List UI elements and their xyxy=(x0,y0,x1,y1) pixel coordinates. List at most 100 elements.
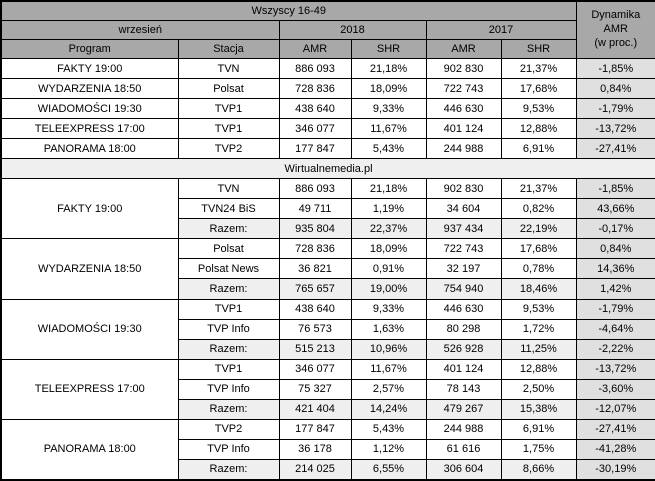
cell-shr-2017: 1,72% xyxy=(500,318,577,340)
header-year-2018: 2018 xyxy=(278,20,427,40)
cell-shr-2017: 0,82% xyxy=(500,198,577,220)
cell-amr-2017: 754 940 xyxy=(425,278,502,300)
cell-dynamika: -13,72% xyxy=(575,358,655,380)
cell-amr-2017: 526 928 xyxy=(425,338,502,360)
cell-amr-2018: 76 573 xyxy=(278,318,352,340)
cell-shr-2018: 18,09% xyxy=(350,78,427,100)
header-dynamika: Dynamika AMR (w proc.) xyxy=(575,0,655,59)
header-period: wrzesień xyxy=(0,20,280,40)
cell-shr-2017: 15,38% xyxy=(500,398,577,420)
cell-shr-2017: 0,78% xyxy=(500,258,577,280)
cell-station: Razem: xyxy=(177,338,280,360)
cell-amr-2018: 346 077 xyxy=(278,118,352,140)
source-row: Wirtualnemedia.pl xyxy=(0,158,655,180)
summary-row: PANORAMA 18:00 TVP2 177 847 5,43% 244 988 6,9… xyxy=(0,138,655,160)
cell-dynamika: -1,79% xyxy=(575,298,655,320)
cell-program: TELEEXPRESS 17:00 xyxy=(0,118,179,140)
header-year-2017: 2017 xyxy=(425,20,577,40)
cell-dynamika: -41,28% xyxy=(575,438,655,460)
cell-dynamika: 43,66% xyxy=(575,198,655,220)
header-station: Stacja xyxy=(177,39,280,59)
cell-shr-2018: 1,12% xyxy=(350,438,427,460)
cell-amr-2017: 61 616 xyxy=(425,438,502,460)
cell-amr-2017: 80 298 xyxy=(425,318,502,340)
cell-dynamika: -27,41% xyxy=(575,138,655,160)
cell-dynamika: -0,17% xyxy=(575,218,655,240)
detail-row: WYDARZENIA 18:50 Polsat 728 836 18,09% 722 7… xyxy=(0,238,655,300)
cell-amr-2018: 214 025 xyxy=(278,458,352,481)
cell-station: TVP Info xyxy=(177,378,280,400)
cell-amr-2017: 902 830 xyxy=(425,57,502,80)
cell-shr-2018: 19,00% xyxy=(350,278,427,300)
cell-shr-2017: 6,91% xyxy=(500,418,577,440)
cell-amr-2017: 722 743 xyxy=(425,78,502,100)
source-label: Wirtualnemedia.pl xyxy=(0,158,655,180)
cell-amr-2018: 728 836 xyxy=(278,238,352,260)
total-row: Razem: 421 404 14,24% 479 267 15,38% -12,07% xyxy=(1,398,655,420)
cell-program-group: WIADOMOŚCI 19:30 xyxy=(0,298,179,360)
summary-row: FAKTY 19:00 TVN 886 093 21,18% 902 830 21,37%… xyxy=(0,57,655,80)
cell-shr-2018: 18,09% xyxy=(350,238,427,260)
total-row: Razem: 515 213 10,96% 526 928 11,25% -2,22% xyxy=(1,338,655,360)
header-row-columns: Program Stacja AMR SHR AMR SHR xyxy=(0,39,655,59)
cell-shr-2017: 11,25% xyxy=(500,338,577,360)
cell-shr-2018: 10,96% xyxy=(350,338,427,360)
cell-station: Razem: xyxy=(177,398,280,420)
cell-shr-2017: 17,68% xyxy=(500,78,577,100)
cell-amr-2017: 446 630 xyxy=(425,298,502,320)
cell-amr-2018: 177 847 xyxy=(278,138,352,160)
cell-amr-2018: 935 804 xyxy=(278,218,352,240)
source-section: Wirtualnemedia.pl xyxy=(0,158,655,180)
cell-amr-2018: 515 213 xyxy=(278,338,352,360)
cell-shr-2017: 21,37% xyxy=(500,57,577,80)
cell-dynamika: -1,85% xyxy=(575,178,655,200)
cell-shr-2018: 9,33% xyxy=(350,98,427,120)
cell-amr-2017: 446 630 xyxy=(425,98,502,120)
header-shr-2018: SHR xyxy=(350,39,427,59)
cell-station: TVN xyxy=(177,57,280,80)
cell-shr-2017: 2,50% xyxy=(500,378,577,400)
header-program: Program xyxy=(0,39,179,59)
cell-station: TVP Info xyxy=(177,318,280,340)
detail-row: WIADOMOŚCI 19:30 TVP1 438 640 9,33% 446 630 9… xyxy=(0,298,655,360)
header-dynamika-line3: (w proc.) xyxy=(594,36,638,49)
total-row: Razem: 765 657 19,00% 754 940 18,46% 1,42% xyxy=(1,278,655,300)
cell-station: TVP1 xyxy=(177,98,280,120)
cell-station: Polsat News xyxy=(177,258,280,280)
detail-row: FAKTY 19:00 TVN 886 093 21,18% 902 830 21,37%… xyxy=(0,178,655,240)
cell-dynamika: -1,85% xyxy=(575,57,655,80)
cell-amr-2018: 728 836 xyxy=(278,78,352,100)
cell-station: TVP1 xyxy=(177,298,280,320)
cell-amr-2017: 722 743 xyxy=(425,238,502,260)
cell-dynamika: 0,84% xyxy=(575,238,655,260)
cell-shr-2017: 22,19% xyxy=(500,218,577,240)
cell-amr-2018: 36 178 xyxy=(278,438,352,460)
cell-amr-2017: 902 830 xyxy=(425,178,502,200)
cell-program-group: TELEEXPRESS 17:00 xyxy=(0,358,179,420)
cell-shr-2018: 1,63% xyxy=(350,318,427,340)
cell-amr-2018: 765 657 xyxy=(278,278,352,300)
cell-shr-2018: 5,43% xyxy=(350,418,427,440)
cell-dynamika: -1,79% xyxy=(575,98,655,120)
cell-shr-2017: 12,88% xyxy=(500,118,577,140)
cell-shr-2017: 8,66% xyxy=(500,458,577,481)
cell-amr-2017: 244 988 xyxy=(425,138,502,160)
cell-station: TVP Info xyxy=(177,438,280,460)
total-row: Razem: 214 025 6,55% 306 604 8,66% -30,19% xyxy=(1,458,655,481)
cell-shr-2018: 14,24% xyxy=(350,398,427,420)
detail-section: FAKTY 19:00 TVN 886 093 21,18% 902 830 21,37%… xyxy=(0,178,655,481)
header-amr-2018: AMR xyxy=(278,39,352,59)
summary-row: WYDARZENIA 18:50 Polsat 728 836 18,09% 722 7… xyxy=(0,78,655,100)
total-row: Razem: 935 804 22,37% 937 434 22,19% -0,17% xyxy=(1,218,655,240)
cell-station: Polsat xyxy=(177,78,280,100)
cell-dynamika: 0,84% xyxy=(575,78,655,100)
cell-dynamika: -2,22% xyxy=(575,338,655,360)
cell-amr-2017: 401 124 xyxy=(425,118,502,140)
cell-amr-2018: 438 640 xyxy=(278,298,352,320)
detail-row: TVP Info 76 573 1,63% 80 298 1,72% -4,64% xyxy=(1,318,655,340)
table-title: Wszyscy 16-49 xyxy=(0,0,577,21)
header-amr-2017: AMR xyxy=(425,39,502,59)
cell-dynamika: -3,60% xyxy=(575,378,655,400)
cell-dynamika: -12,07% xyxy=(575,398,655,420)
cell-station: Polsat xyxy=(177,238,280,260)
